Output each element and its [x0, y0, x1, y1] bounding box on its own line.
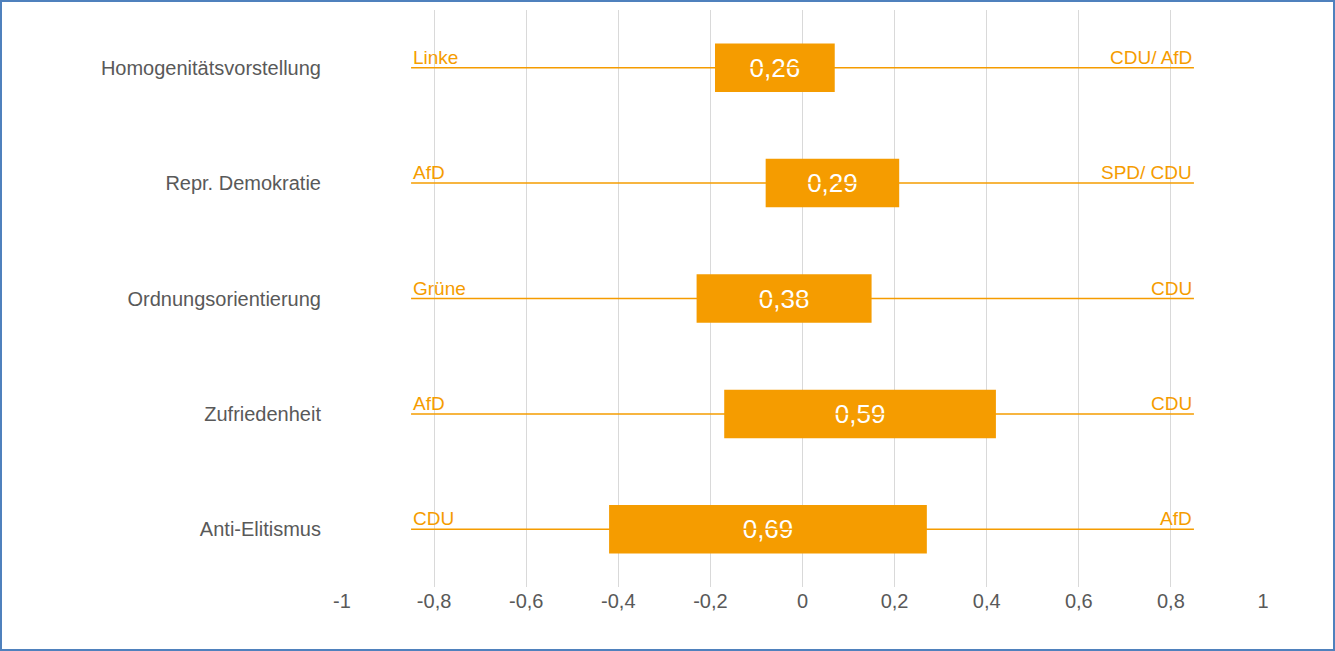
svg-text:CDU: CDU — [1151, 278, 1192, 299]
svg-text:AfD: AfD — [413, 393, 445, 414]
svg-text:-0,4: -0,4 — [601, 590, 635, 612]
svg-text:Repr. Demokratie: Repr. Demokratie — [165, 172, 321, 194]
svg-text:-1: -1 — [333, 590, 351, 612]
svg-text:0,29: 0,29 — [807, 168, 858, 198]
svg-text:0,59: 0,59 — [835, 399, 886, 429]
svg-text:0,38: 0,38 — [759, 284, 810, 314]
svg-text:-0,8: -0,8 — [417, 590, 451, 612]
svg-text:CDU: CDU — [413, 508, 454, 529]
svg-text:AfD: AfD — [1160, 508, 1192, 529]
svg-text:CDU/ AfD: CDU/ AfD — [1110, 47, 1192, 68]
svg-text:0: 0 — [797, 590, 808, 612]
svg-text:AfD: AfD — [413, 162, 445, 183]
svg-text:Anti-Elitismus: Anti-Elitismus — [200, 518, 321, 540]
svg-text:SPD/ CDU: SPD/ CDU — [1101, 162, 1192, 183]
svg-text:0,6: 0,6 — [1065, 590, 1093, 612]
svg-text:0,2: 0,2 — [881, 590, 909, 612]
svg-text:-0,2: -0,2 — [693, 590, 727, 612]
svg-text:1: 1 — [1257, 590, 1268, 612]
svg-text:Grüne: Grüne — [413, 278, 466, 299]
svg-text:Zufriedenheit: Zufriedenheit — [204, 403, 321, 425]
svg-text:0,26: 0,26 — [750, 53, 801, 83]
svg-text:Ordnungsorientierung: Ordnungsorientierung — [128, 288, 321, 310]
svg-text:-0,6: -0,6 — [509, 590, 543, 612]
svg-text:0,69: 0,69 — [743, 514, 794, 544]
svg-text:Linke: Linke — [413, 47, 458, 68]
svg-text:CDU: CDU — [1151, 393, 1192, 414]
svg-text:Homogenitätsvorstellung: Homogenitätsvorstellung — [101, 57, 321, 79]
svg-text:0,4: 0,4 — [973, 590, 1001, 612]
svg-text:0,8: 0,8 — [1157, 590, 1185, 612]
